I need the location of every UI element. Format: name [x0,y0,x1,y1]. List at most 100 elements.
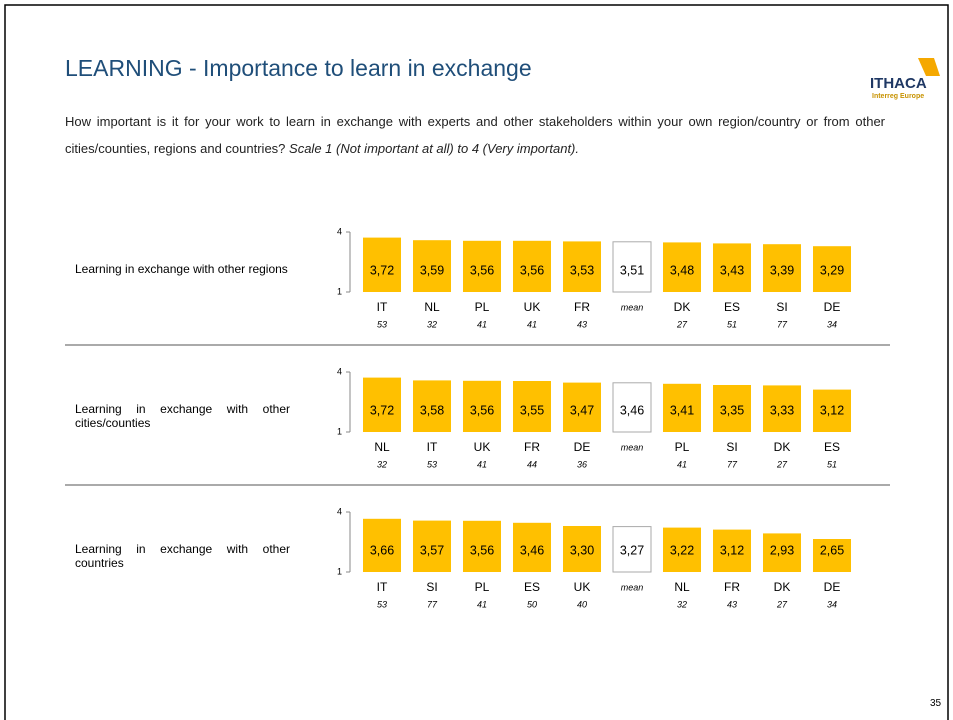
x-tick-label: SI [426,580,437,594]
value-label: 3,47 [570,403,594,417]
count-label: 32 [677,599,687,609]
bar [813,539,851,572]
question: How important is it for your work to lea… [65,108,885,162]
x-tick-label: DE [824,580,841,594]
count-label: 77 [777,319,788,329]
bar [513,381,551,432]
bar [663,527,701,572]
x-tick-label: NL [374,440,390,454]
y-tick-label: 4 [337,366,342,376]
x-tick-label: DE [574,440,591,454]
x-tick-label: IT [427,440,438,454]
bar [463,380,501,432]
value-label: 3,56 [470,543,494,557]
bar [563,241,601,292]
value-label: 3,72 [370,263,394,277]
value-label: 3,56 [470,263,494,277]
count-label: 44 [527,459,537,469]
x-tick-label: IT [377,580,388,594]
count-label: 43 [727,599,737,609]
value-label: 2,65 [820,543,844,557]
value-label: 3,39 [770,263,794,277]
count-label: 32 [427,319,437,329]
count-label: 51 [727,319,737,329]
count-label: 77 [727,459,738,469]
value-label: 3,72 [370,403,394,417]
value-label: 3,56 [520,263,544,277]
value-label: 3,22 [670,543,694,557]
logo: ITHACA [870,75,927,92]
bar [763,244,801,292]
count-label: 53 [377,319,387,329]
x-tick-label: DK [774,580,791,594]
bar [663,383,701,432]
x-tick-label: UK [474,440,491,454]
bar [513,522,551,572]
count-label: 32 [377,459,387,469]
count-label: 41 [477,319,487,329]
logo-sub: Interreg Europe [872,93,925,100]
row-label: Learning in exchange with other countrie… [75,542,290,570]
page-number: 35 [930,698,942,709]
value-label: 3,41 [670,403,694,417]
count-label: 41 [477,459,487,469]
row-label: Learning in exchange with other regions [75,262,288,276]
x-tick-label: SI [776,300,787,314]
count-label: 43 [577,319,587,329]
bar [563,526,601,572]
bar [713,385,751,432]
count-label: 27 [776,459,788,469]
value-label: 3,56 [470,403,494,417]
bar [763,533,801,572]
count-label: 36 [577,459,587,469]
x-tick-label: SI [726,440,737,454]
count-label: 41 [527,319,537,329]
value-label: 3,12 [820,403,844,417]
bar [612,382,652,433]
x-tick-label: PL [475,300,490,314]
x-tick-label: DK [774,440,791,454]
bar [463,240,501,292]
value-label: 3,66 [370,543,394,557]
bar [663,242,701,292]
value-label: 3,46 [620,403,644,417]
frame [4,4,949,720]
bar [813,389,851,432]
bar [612,526,652,573]
bar [413,240,451,292]
bar [363,518,401,572]
count-label: 27 [776,599,788,609]
bar [563,382,601,432]
value-label: 3,27 [620,543,644,557]
count-label: 50 [527,599,537,609]
count-label: 77 [427,599,438,609]
x-tick-label: PL [475,580,490,594]
bar [413,520,451,572]
value-label: 3,33 [770,403,794,417]
value-label: 3,12 [720,543,744,557]
bar [363,377,401,432]
bar [363,237,401,292]
x-tick-label: ES [824,440,840,454]
value-label: 3,48 [670,263,694,277]
logo-icon [918,58,940,76]
x-tick-label: NL [424,300,440,314]
bar [713,529,751,572]
value-label: 3,35 [720,403,744,417]
x-tick-label: PL [675,440,690,454]
y-tick-label: 4 [337,226,342,236]
bar [612,241,652,293]
count-label: 53 [427,459,437,469]
count-label: 34 [827,319,837,329]
value-label: 3,57 [420,543,444,557]
count-label: 53 [377,599,387,609]
x-tick-label: mean [621,442,644,452]
x-tick-label: ES [524,580,540,594]
bar [813,246,851,292]
count-label: 27 [676,319,688,329]
value-label: 3,51 [620,263,644,277]
x-tick-label: UK [574,580,591,594]
value-label: 3,30 [570,543,594,557]
slide-title: LEARNING - Importance to learn in exchan… [65,55,532,81]
